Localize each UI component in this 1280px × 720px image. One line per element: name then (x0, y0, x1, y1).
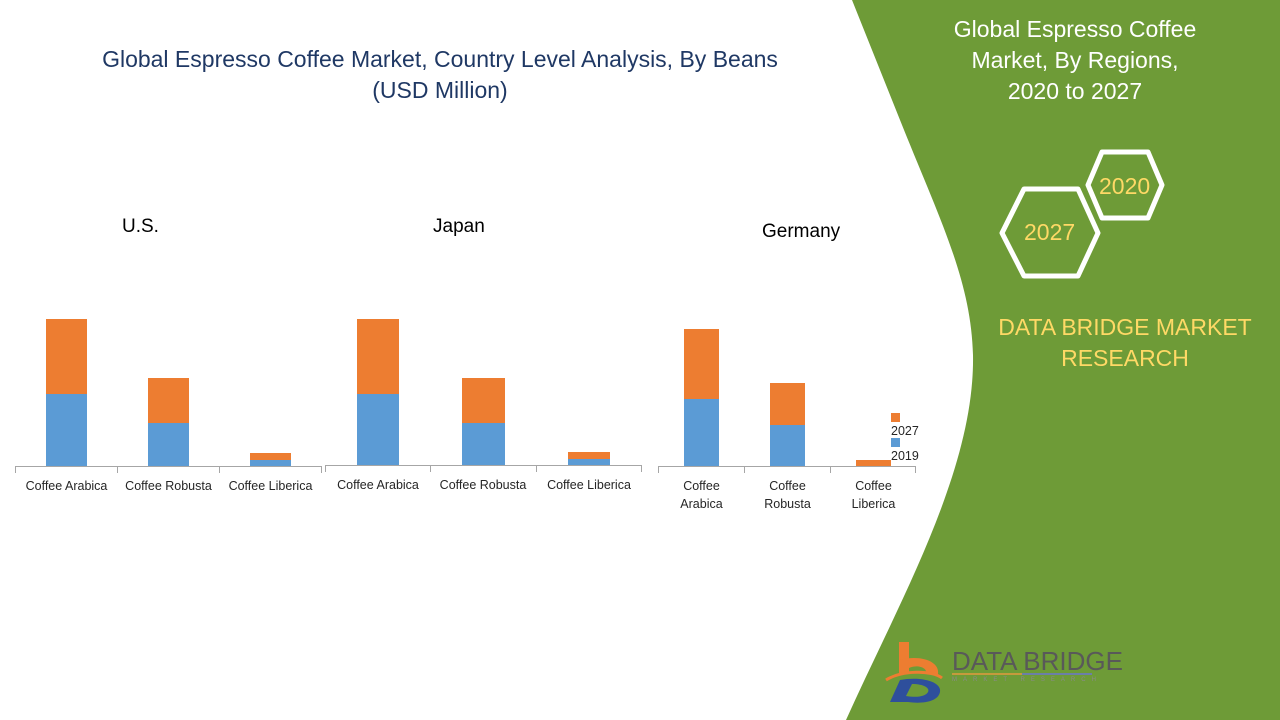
chart-title-germany: Germany (762, 221, 841, 242)
axis-tick (430, 465, 431, 472)
bar-us-liberica-2027 (250, 453, 291, 460)
logo-underline (952, 673, 1022, 675)
x-label: Coffee Liberica (547, 478, 631, 492)
x-label: Coffee Arabica (337, 478, 419, 492)
logo-subtext: MARKET RESEARCH (952, 677, 1102, 683)
x-label: Coffee Liberica (228, 479, 313, 493)
regions-title: Global Espresso Coffee Market, By Region… (950, 14, 1200, 107)
bar-japan-arabica-2019 (357, 394, 399, 465)
axis-tick (830, 466, 831, 473)
bar-germany-robusta-2019 (770, 425, 805, 466)
legend-label: 2019 (891, 449, 919, 463)
bar-japan-robusta-2019 (462, 423, 505, 465)
legend-label: 2027 (891, 424, 919, 438)
bar-germany-robusta-2027 (770, 383, 805, 425)
bar-us-arabica-2019 (46, 394, 87, 466)
chart-title-japan: Japan (433, 216, 485, 237)
regions-title-line: Market, By Regions, (971, 47, 1179, 73)
x-label: Coffee Arabica (658, 477, 745, 513)
bar-japan-robusta-2027 (462, 378, 505, 423)
logo-text: DATA BRIDGE (952, 646, 1123, 676)
bar-germany-liberica-2027 (856, 460, 891, 466)
axis-tick (15, 466, 16, 473)
bar-germany-arabica-2027 (684, 329, 719, 399)
axis-tick (219, 466, 220, 473)
bar-us-robusta-2027 (148, 378, 189, 423)
bar-japan-arabica-2027 (357, 319, 399, 394)
axis-tick (641, 465, 642, 472)
axis-tick (117, 466, 118, 473)
x-label-line: Coffee (683, 479, 720, 493)
axis-tick (744, 466, 745, 473)
data-bridge-logo-icon (885, 642, 943, 703)
title-line-2: (USD Million) (372, 77, 508, 103)
chart-title-us: U.S. (122, 216, 159, 237)
bar-us-arabica-2027 (46, 319, 87, 394)
brand-line: RESEARCH (1061, 345, 1189, 371)
legend-swatch-orange (891, 413, 900, 423)
axis-tick (321, 466, 322, 473)
bar-japan-liberica-2027 (568, 452, 610, 459)
brand-line: DATA BRIDGE MARKET (998, 314, 1252, 340)
x-label: Coffee Robusta (744, 477, 831, 513)
x-label: Coffee Robusta (439, 478, 527, 492)
x-label-line: Arabica (680, 497, 723, 511)
x-label-line: Coffee (855, 479, 892, 493)
brand-text: DATA BRIDGE MARKET RESEARCH (985, 312, 1265, 374)
hexagon-icons (999, 149, 1165, 279)
page-title: Global Espresso Coffee Market, Country L… (60, 44, 820, 106)
legend-swatch-blue (891, 438, 900, 448)
bar-japan-liberica-2019 (568, 459, 610, 465)
x-axis (325, 465, 642, 466)
axis-tick (915, 466, 916, 473)
axis-tick (536, 465, 537, 472)
bar-us-liberica-2019 (250, 460, 291, 466)
x-label-line: Liberica (851, 497, 896, 511)
hex-label-2027: 2027 (1024, 219, 1076, 245)
legend-item-2027: 2027 (891, 410, 919, 438)
x-label-line: Robusta (764, 497, 811, 511)
title-line-1: Global Espresso Coffee Market, Country L… (102, 46, 778, 72)
bar-germany-arabica-2019 (684, 399, 719, 466)
bar-us-robusta-2019 (148, 423, 189, 466)
x-axis (658, 466, 916, 467)
logo-underline (1022, 673, 1092, 675)
x-axis (15, 466, 322, 467)
legend-item-2019: 2019 (891, 435, 919, 463)
x-label: Coffee Arabica (25, 479, 108, 493)
axis-tick (325, 465, 326, 472)
hex-label-2020: 2020 (1099, 173, 1151, 199)
regions-title-line: 2020 to 2027 (1007, 78, 1143, 104)
x-label-line: Coffee (769, 479, 806, 493)
regions-title-line: Global Espresso Coffee (953, 16, 1197, 42)
x-label: Coffee Robusta (125, 479, 212, 493)
x-label: Coffee Liberica (830, 477, 917, 513)
axis-tick (658, 466, 659, 473)
